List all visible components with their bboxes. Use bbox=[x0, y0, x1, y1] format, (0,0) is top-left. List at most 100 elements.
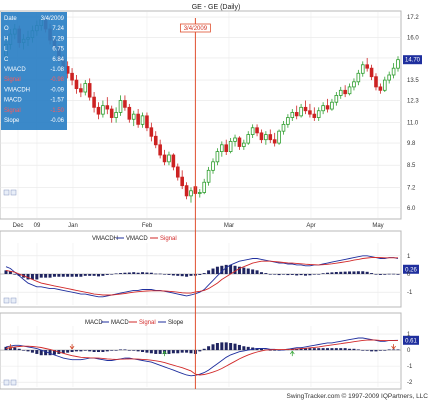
candle-up[interactable] bbox=[215, 151, 220, 163]
candle-down[interactable] bbox=[96, 106, 101, 115]
candle-up[interactable] bbox=[131, 113, 136, 120]
zoom-in-button[interactable] bbox=[3, 189, 10, 196]
candle-down[interactable] bbox=[92, 96, 96, 108]
candle-up[interactable] bbox=[382, 79, 387, 91]
vmacd-zoom-controls[interactable] bbox=[3, 297, 17, 304]
vmacd-histogram-bar bbox=[39, 274, 43, 278]
tooltip-label: Slope bbox=[4, 118, 20, 124]
candle-up[interactable] bbox=[352, 81, 356, 88]
candle-up[interactable] bbox=[118, 100, 123, 113]
candle-up[interactable] bbox=[321, 105, 325, 112]
vmacd-zoom-in-button[interactable] bbox=[3, 297, 10, 304]
macd-slope-bar bbox=[149, 350, 153, 354]
candle-up[interactable] bbox=[197, 192, 202, 194]
candle-up[interactable] bbox=[360, 64, 365, 74]
candle-down[interactable] bbox=[259, 132, 264, 141]
ohlc-tooltip: Date 3/4/2009 O 7.24 H 7.29 L 6.75 C 6.84 VMACD -1.… bbox=[1, 12, 67, 130]
macd-zoom-out-button[interactable] bbox=[10, 379, 17, 386]
candle-down[interactable] bbox=[149, 127, 154, 137]
candle-down[interactable] bbox=[87, 83, 92, 98]
candle-up[interactable] bbox=[299, 106, 303, 117]
candle-down[interactable] bbox=[136, 113, 140, 125]
candle-up[interactable] bbox=[356, 72, 361, 83]
candle-up[interactable] bbox=[211, 161, 215, 171]
candle-up[interactable] bbox=[391, 67, 396, 76]
price-tick-label: 7.2 bbox=[407, 185, 416, 191]
candle-up[interactable] bbox=[387, 74, 391, 81]
macd-slope-bar bbox=[180, 350, 184, 353]
macd-zoom-in-button[interactable] bbox=[3, 379, 10, 386]
candle-down[interactable] bbox=[343, 89, 347, 95]
candle-up[interactable] bbox=[83, 83, 88, 93]
candle-down[interactable] bbox=[109, 108, 114, 118]
candle-up[interactable] bbox=[316, 110, 321, 118]
candle-up[interactable] bbox=[101, 105, 105, 115]
candle-down[interactable] bbox=[158, 144, 162, 156]
candle-up[interactable] bbox=[286, 117, 290, 125]
candle-down[interactable] bbox=[105, 105, 110, 110]
zoom-out-button[interactable] bbox=[10, 189, 17, 196]
vmacd-histogram-bar bbox=[189, 274, 193, 276]
candle-down[interactable] bbox=[378, 86, 383, 91]
candle-down[interactable] bbox=[312, 113, 317, 118]
candle-down[interactable] bbox=[171, 154, 176, 168]
candle-down[interactable] bbox=[308, 110, 312, 115]
macd-panel-frame bbox=[0, 312, 402, 390]
candle-down[interactable] bbox=[272, 139, 277, 144]
candle-down[interactable] bbox=[325, 105, 330, 110]
vmacd-lines: 0.26 bbox=[5, 255, 419, 298]
candle-up[interactable] bbox=[396, 59, 400, 69]
macd-zoom-controls[interactable] bbox=[3, 379, 17, 386]
candle-down[interactable] bbox=[268, 134, 273, 141]
vmacd-zoom-out-button[interactable] bbox=[10, 297, 17, 304]
macd-slope-bar bbox=[119, 349, 123, 351]
candle-down[interactable] bbox=[237, 137, 242, 147]
candle-down[interactable] bbox=[303, 106, 308, 112]
candle-up[interactable] bbox=[281, 123, 286, 132]
candle-up[interactable] bbox=[347, 86, 352, 95]
candle-up[interactable] bbox=[277, 130, 281, 144]
candle-down[interactable] bbox=[369, 67, 374, 78]
candle-down[interactable] bbox=[294, 112, 299, 117]
candle-up[interactable] bbox=[140, 115, 145, 125]
candle-down[interactable] bbox=[374, 76, 378, 88]
candle-up[interactable] bbox=[290, 112, 295, 118]
candle-down[interactable] bbox=[365, 64, 369, 69]
candle-up[interactable] bbox=[330, 101, 334, 110]
macd-slope-bar bbox=[123, 349, 127, 351]
candle-up[interactable] bbox=[228, 140, 233, 153]
candle-up[interactable] bbox=[264, 134, 268, 141]
candle-down[interactable] bbox=[70, 72, 74, 81]
candle-up[interactable] bbox=[202, 181, 207, 193]
candle-up[interactable] bbox=[233, 137, 237, 142]
candle-up[interactable] bbox=[338, 89, 343, 96]
candle-down[interactable] bbox=[255, 127, 259, 134]
candle-up[interactable] bbox=[334, 95, 339, 103]
candle-down[interactable] bbox=[175, 166, 180, 178]
candle-down[interactable] bbox=[127, 106, 132, 120]
candle-down[interactable] bbox=[153, 135, 158, 146]
candle-up[interactable] bbox=[114, 112, 118, 118]
vmacd-histogram-bar bbox=[185, 274, 189, 277]
candle-down[interactable] bbox=[224, 144, 229, 153]
price-tick-label: 8.5 bbox=[407, 163, 416, 169]
candle-up[interactable] bbox=[220, 144, 224, 153]
candle-down[interactable] bbox=[180, 176, 184, 187]
vmacd-histogram-bar bbox=[88, 274, 92, 276]
candle-down[interactable] bbox=[74, 79, 79, 90]
price-zoom-controls[interactable] bbox=[3, 189, 17, 196]
candle-up[interactable] bbox=[189, 190, 193, 197]
buy-arrow-icon bbox=[162, 350, 167, 357]
candle-up[interactable] bbox=[250, 127, 255, 135]
candle-up[interactable] bbox=[167, 154, 171, 163]
vmacd-legend-signal: Signal bbox=[160, 236, 177, 242]
candle-down[interactable] bbox=[184, 185, 189, 197]
candle-down[interactable] bbox=[79, 88, 83, 93]
candle-down[interactable] bbox=[123, 100, 127, 108]
candle-up[interactable] bbox=[246, 134, 251, 144]
candle-down[interactable] bbox=[162, 154, 167, 163]
candle-up[interactable] bbox=[242, 142, 246, 147]
candle-down[interactable] bbox=[145, 115, 149, 129]
candle-up[interactable] bbox=[206, 169, 211, 183]
